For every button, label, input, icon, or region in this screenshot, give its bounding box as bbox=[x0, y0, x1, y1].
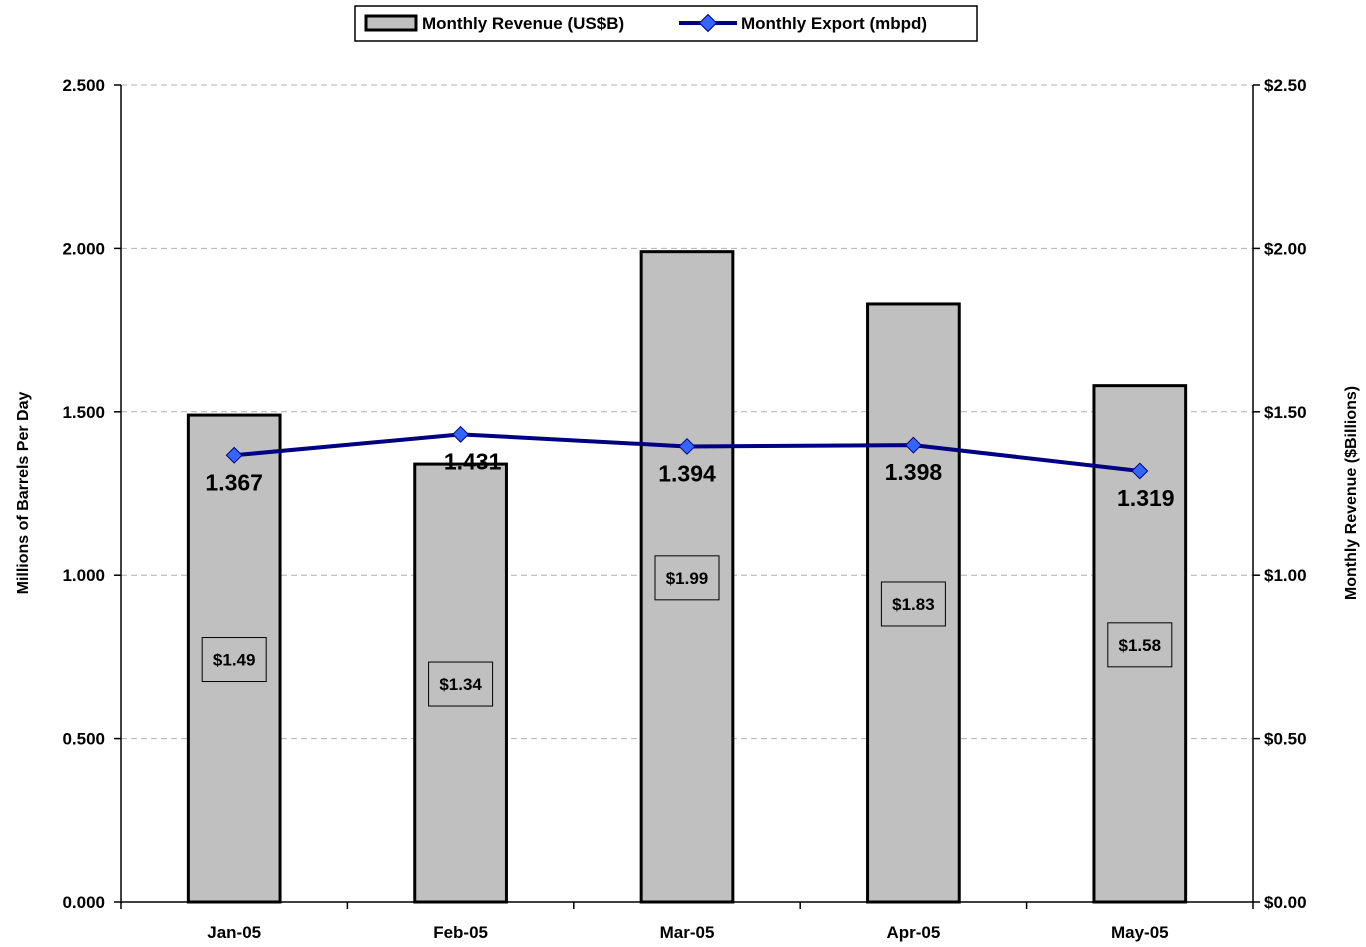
revenue-label-box bbox=[880, 581, 946, 627]
legend-line-marker bbox=[698, 13, 718, 33]
export-data-label: 1.398 bbox=[885, 459, 943, 485]
x-tick-label: Mar-05 bbox=[660, 923, 715, 942]
y-left-tick-label: 2.000 bbox=[62, 239, 105, 258]
revenue-data-label: $1.83 bbox=[892, 595, 935, 614]
data-labels: 1.367 1.431 1.394 1.398 1.319 $1.49 $1.34 $1.99… bbox=[201, 448, 1175, 707]
export-line-series bbox=[225, 425, 1149, 480]
y-left-tick-label: 0.500 bbox=[62, 730, 105, 749]
x-tick-label: Jan-05 bbox=[207, 923, 261, 942]
legend-line-label: Monthly Export (mbpd) bbox=[741, 14, 927, 33]
legend-bar-label: Monthly Revenue (US$B) bbox=[422, 14, 624, 33]
export-marker bbox=[678, 437, 696, 455]
export-marker bbox=[904, 436, 922, 454]
export-marker bbox=[225, 446, 243, 464]
y-right-tick-label: $1.00 bbox=[1264, 566, 1307, 585]
export-data-label: 1.367 bbox=[205, 469, 263, 495]
legend-box bbox=[354, 5, 978, 42]
revenue-label-box bbox=[428, 661, 494, 707]
revenue-label-box bbox=[1107, 622, 1173, 668]
y-axis-right-title: Monthly Revenue ($Billions) bbox=[1343, 386, 1360, 600]
export-data-label: 1.431 bbox=[444, 448, 502, 474]
export-marker bbox=[1131, 462, 1149, 480]
y-left-tick-label: 1.000 bbox=[62, 566, 105, 585]
y-left-tick-label: 2.500 bbox=[62, 76, 105, 95]
export-data-label: 1.394 bbox=[658, 460, 716, 486]
y-right-tick-label: $2.50 bbox=[1264, 76, 1307, 95]
y-right-tick-label: $0.00 bbox=[1264, 893, 1307, 912]
axes: 0.000 0.500 1.000 1.500 2.000 2.500 $0.00 $0.50… bbox=[62, 76, 1306, 942]
revenue-label-box bbox=[654, 555, 720, 601]
y-left-tick-label: 0.000 bbox=[62, 893, 105, 912]
legend-bar-swatch bbox=[364, 14, 418, 32]
export-data-label: 1.319 bbox=[1117, 485, 1175, 511]
revenue-data-label: $1.58 bbox=[1119, 636, 1162, 655]
x-tick-label: Apr-05 bbox=[886, 923, 940, 942]
y-right-tick-label: $1.50 bbox=[1264, 403, 1307, 422]
export-marker bbox=[452, 425, 470, 443]
revenue-data-label: $1.34 bbox=[439, 675, 482, 694]
revenue-data-label: $1.49 bbox=[213, 651, 256, 670]
x-tick-label: May-05 bbox=[1111, 923, 1169, 942]
y-left-tick-label: 1.500 bbox=[62, 403, 105, 422]
x-tick-label: Feb-05 bbox=[433, 923, 488, 942]
y-right-tick-label: $2.00 bbox=[1264, 239, 1307, 258]
y-axis-left-title: Millions of Barrels Per Day bbox=[15, 392, 32, 595]
legend: Monthly Revenue (US$B) Monthly Export (m… bbox=[354, 5, 978, 42]
revenue-label-box bbox=[201, 637, 267, 683]
y-right-tick-label: $0.50 bbox=[1264, 730, 1307, 749]
revenue-data-label: $1.99 bbox=[666, 569, 709, 588]
